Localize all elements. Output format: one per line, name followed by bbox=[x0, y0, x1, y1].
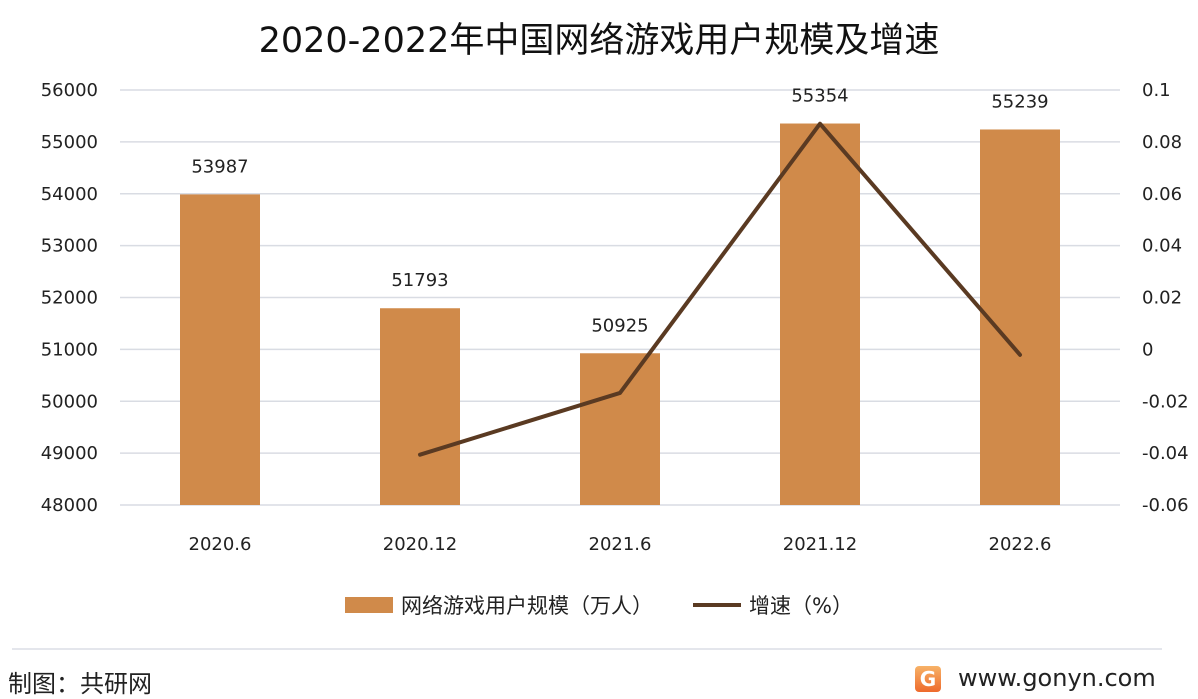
bar-data-label: 50925 bbox=[591, 315, 648, 336]
right-tick-label: 0.02 bbox=[1142, 288, 1182, 309]
divider bbox=[12, 648, 1162, 650]
bar-data-label: 51793 bbox=[391, 270, 448, 291]
chart-plot: 48000 49000 50000 51000 52000 53000 54000 55000… bbox=[41, 80, 1189, 555]
left-tick-label: 48000 bbox=[41, 495, 98, 516]
left-tick-label: 56000 bbox=[41, 80, 98, 101]
left-tick-label: 51000 bbox=[41, 339, 98, 360]
left-tick-label: 53000 bbox=[41, 236, 98, 257]
bar-data-label: 55239 bbox=[991, 91, 1048, 112]
bar bbox=[580, 353, 660, 505]
legend-line-label: 增速（%） bbox=[749, 594, 853, 618]
right-tick-label: -0.06 bbox=[1142, 495, 1189, 516]
bar bbox=[180, 194, 260, 505]
legend-bar-swatch bbox=[345, 597, 394, 613]
right-tick-label: 0.1 bbox=[1142, 80, 1171, 101]
credit-text: 制图：共研网 bbox=[8, 670, 152, 698]
legend-line-swatch bbox=[693, 603, 742, 607]
bar bbox=[980, 129, 1060, 505]
right-tick-label: -0.02 bbox=[1142, 391, 1189, 412]
bar bbox=[380, 308, 460, 505]
legend-bar-label: 网络游戏用户规模（万人） bbox=[401, 594, 654, 618]
growth-line bbox=[418, 121, 1022, 457]
right-tick-label: 0.06 bbox=[1142, 184, 1182, 205]
left-tick-label: 52000 bbox=[41, 288, 98, 309]
x-tick-label: 2020.6 bbox=[189, 534, 252, 555]
right-tick-label: -0.04 bbox=[1142, 443, 1189, 464]
x-tick-label: 2021.12 bbox=[783, 534, 857, 555]
right-tick-label: 0 bbox=[1142, 339, 1153, 360]
chart-title: 2020-2022年中国网络游戏用户规模及增速 bbox=[258, 21, 940, 61]
right-tick-label: 0.08 bbox=[1142, 132, 1182, 153]
right-tick-label: 0.04 bbox=[1142, 236, 1182, 257]
x-tick-label: 2021.6 bbox=[589, 534, 652, 555]
left-tick-label: 55000 bbox=[41, 132, 98, 153]
legend: 网络游戏用户规模（万人） 增速（%） bbox=[0, 590, 1198, 620]
x-tick-label: 2022.6 bbox=[989, 534, 1052, 555]
x-tick-label: 2020.12 bbox=[383, 534, 457, 555]
left-tick-label: 54000 bbox=[41, 184, 98, 205]
left-tick-label: 50000 bbox=[41, 391, 98, 412]
site-url[interactable]: www.gonyn.com bbox=[958, 664, 1156, 692]
bar-data-label: 53987 bbox=[191, 156, 248, 177]
gonyn-logo: G bbox=[915, 666, 941, 692]
bar bbox=[780, 123, 860, 505]
bar-data-label: 55354 bbox=[791, 86, 848, 107]
left-tick-label: 49000 bbox=[41, 443, 98, 464]
